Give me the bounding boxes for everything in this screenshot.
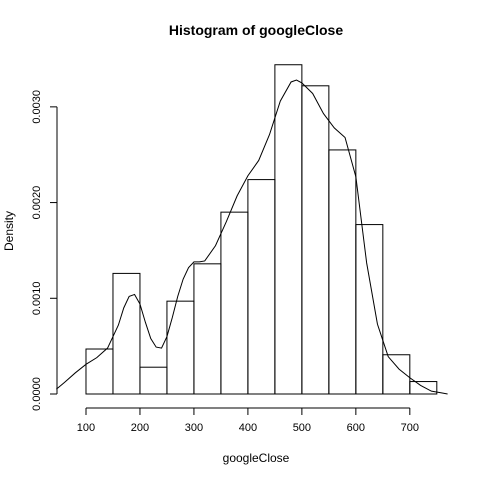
y-tick-label-3: 0.0030 xyxy=(31,90,43,124)
histogram-bar-11 xyxy=(355,224,384,395)
y-tick-label-2: 0.0020 xyxy=(31,186,43,220)
histogram-bar-5 xyxy=(193,263,222,395)
histogram-bar-13 xyxy=(409,381,438,395)
density-curve xyxy=(55,79,448,395)
x-tick-label-100: 100 xyxy=(77,422,95,434)
x-tick-label-700: 700 xyxy=(401,422,419,434)
x-tick-label-300: 300 xyxy=(185,422,203,434)
y-axis: 0.0000 0.0010 0.0020 0.0030 xyxy=(31,90,58,411)
x-tick-label-400: 400 xyxy=(239,422,257,434)
y-tick-label-0: 0.0000 xyxy=(31,377,43,411)
histogram-bar-10 xyxy=(328,149,357,395)
histogram-bars xyxy=(85,64,438,395)
x-tick-label-500: 500 xyxy=(293,422,311,434)
y-tick-label-1: 0.0010 xyxy=(31,281,43,315)
histogram-bar-9 xyxy=(301,85,330,395)
x-tick-label-600: 600 xyxy=(347,422,365,434)
histogram-bar-12 xyxy=(382,354,411,395)
histogram-bar-4 xyxy=(166,300,195,395)
histogram-bar-2 xyxy=(112,272,141,395)
x-axis-label: googleClose xyxy=(223,451,290,465)
x-axis: 100 200 300 400 500 600 700 xyxy=(77,407,419,434)
histogram-bar-7 xyxy=(247,179,276,395)
y-axis-label: Density xyxy=(2,211,16,251)
density-curve-layer xyxy=(55,79,448,395)
x-tick-label-200: 200 xyxy=(131,422,149,434)
histogram-bar-8 xyxy=(274,64,303,395)
chart-title: Histogram of googleClose xyxy=(169,22,343,38)
histogram-bar-6 xyxy=(220,211,249,395)
histogram-bar-3 xyxy=(139,366,168,395)
